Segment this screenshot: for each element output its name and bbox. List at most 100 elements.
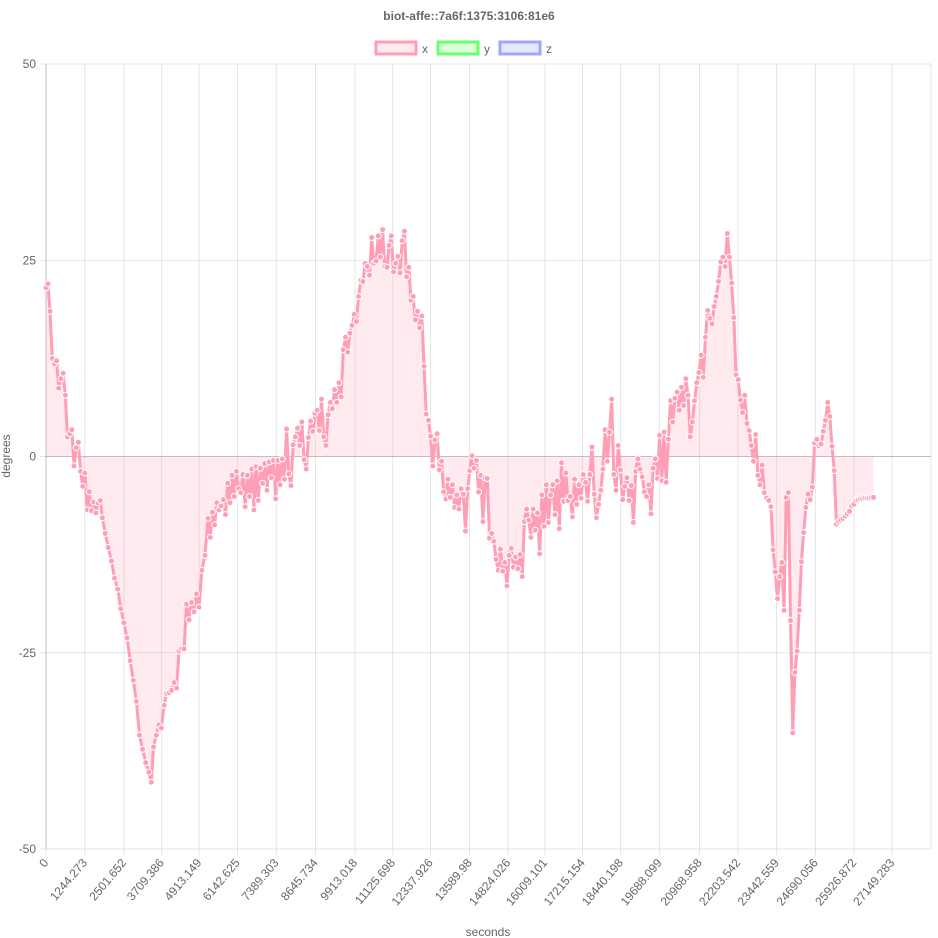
- data-point[interactable]: [592, 514, 600, 522]
- data-point[interactable]: [752, 431, 760, 439]
- data-point[interactable]: [701, 333, 709, 341]
- data-point[interactable]: [157, 724, 165, 732]
- data-point[interactable]: [767, 503, 775, 511]
- data-point[interactable]: [180, 645, 188, 653]
- data-point[interactable]: [285, 470, 293, 478]
- data-point[interactable]: [507, 544, 515, 552]
- data-point[interactable]: [104, 544, 112, 552]
- data-point[interactable]: [85, 488, 93, 496]
- data-point[interactable]: [634, 455, 642, 463]
- data-point[interactable]: [488, 529, 496, 537]
- data-point[interactable]: [352, 317, 360, 325]
- data-point[interactable]: [660, 428, 668, 436]
- data-point[interactable]: [468, 452, 476, 460]
- data-point[interactable]: [730, 314, 738, 322]
- data-point[interactable]: [243, 471, 251, 479]
- data-point[interactable]: [629, 518, 637, 526]
- data-point[interactable]: [278, 455, 286, 463]
- data-point[interactable]: [579, 471, 587, 479]
- data-point[interactable]: [817, 440, 825, 448]
- data-point[interactable]: [573, 500, 581, 508]
- data-point[interactable]: [326, 398, 334, 406]
- data-point[interactable]: [791, 668, 799, 676]
- data-point[interactable]: [525, 516, 533, 524]
- data-point[interactable]: [237, 489, 245, 497]
- data-point[interactable]: [322, 442, 330, 450]
- data-point[interactable]: [712, 292, 720, 300]
- data-point[interactable]: [675, 406, 683, 414]
- data-point[interactable]: [348, 321, 356, 329]
- data-point[interactable]: [136, 731, 143, 739]
- data-point[interactable]: [117, 605, 125, 613]
- data-point[interactable]: [438, 457, 445, 465]
- data-point[interactable]: [544, 518, 552, 526]
- data-point[interactable]: [536, 550, 544, 558]
- data-point[interactable]: [547, 491, 555, 499]
- data-point[interactable]: [333, 398, 341, 406]
- data-point[interactable]: [704, 306, 712, 314]
- data-point[interactable]: [557, 459, 565, 467]
- data-point[interactable]: [581, 478, 589, 486]
- data-point[interactable]: [431, 436, 439, 444]
- data-point[interactable]: [869, 493, 877, 501]
- data-point[interactable]: [549, 481, 557, 489]
- data-point[interactable]: [518, 573, 526, 581]
- data-point[interactable]: [649, 464, 657, 472]
- data-point[interactable]: [142, 759, 150, 767]
- data-point[interactable]: [424, 416, 432, 424]
- data-point[interactable]: [363, 263, 371, 271]
- data-point[interactable]: [721, 263, 729, 271]
- data-point[interactable]: [267, 474, 275, 482]
- legend-item-y[interactable]: y: [436, 40, 490, 56]
- data-point[interactable]: [204, 515, 212, 523]
- data-point[interactable]: [296, 442, 304, 450]
- data-point[interactable]: [409, 292, 417, 300]
- data-point[interactable]: [320, 433, 328, 441]
- data-point[interactable]: [307, 417, 315, 425]
- data-point[interactable]: [324, 411, 332, 419]
- data-point[interactable]: [542, 481, 550, 489]
- data-point[interactable]: [114, 585, 122, 593]
- data-point[interactable]: [824, 398, 832, 406]
- data-point[interactable]: [619, 496, 627, 504]
- data-point[interactable]: [643, 493, 651, 501]
- data-point[interactable]: [736, 396, 744, 404]
- data-point[interactable]: [734, 376, 742, 384]
- data-point[interactable]: [70, 462, 78, 470]
- data-point[interactable]: [385, 241, 393, 249]
- data-point[interactable]: [188, 599, 196, 607]
- data-point[interactable]: [540, 522, 548, 530]
- data-point[interactable]: [710, 303, 718, 311]
- data-point[interactable]: [448, 481, 456, 489]
- data-point[interactable]: [224, 479, 232, 487]
- data-point[interactable]: [98, 514, 106, 522]
- data-point[interactable]: [623, 474, 631, 482]
- data-point[interactable]: [645, 481, 653, 489]
- data-point[interactable]: [514, 565, 522, 573]
- data-point[interactable]: [359, 277, 367, 285]
- data-point[interactable]: [193, 590, 201, 598]
- data-point[interactable]: [355, 292, 363, 300]
- data-point[interactable]: [531, 526, 539, 534]
- data-point[interactable]: [455, 505, 463, 513]
- data-point[interactable]: [68, 426, 76, 434]
- data-point[interactable]: [608, 395, 616, 403]
- data-point[interactable]: [808, 483, 816, 491]
- data-point[interactable]: [616, 466, 624, 474]
- data-point[interactable]: [651, 455, 659, 463]
- data-point[interactable]: [797, 558, 805, 566]
- data-point[interactable]: [107, 557, 115, 565]
- data-point[interactable]: [272, 495, 280, 503]
- data-point[interactable]: [599, 465, 607, 473]
- data-point[interactable]: [739, 409, 747, 417]
- data-point[interactable]: [152, 731, 160, 739]
- data-point[interactable]: [553, 477, 561, 485]
- data-point[interactable]: [612, 486, 620, 494]
- data-point[interactable]: [533, 509, 541, 517]
- data-point[interactable]: [787, 617, 795, 625]
- data-point[interactable]: [472, 456, 480, 464]
- data-point[interactable]: [516, 551, 524, 559]
- data-point[interactable]: [479, 518, 487, 526]
- data-point[interactable]: [492, 555, 500, 563]
- data-point[interactable]: [283, 425, 291, 433]
